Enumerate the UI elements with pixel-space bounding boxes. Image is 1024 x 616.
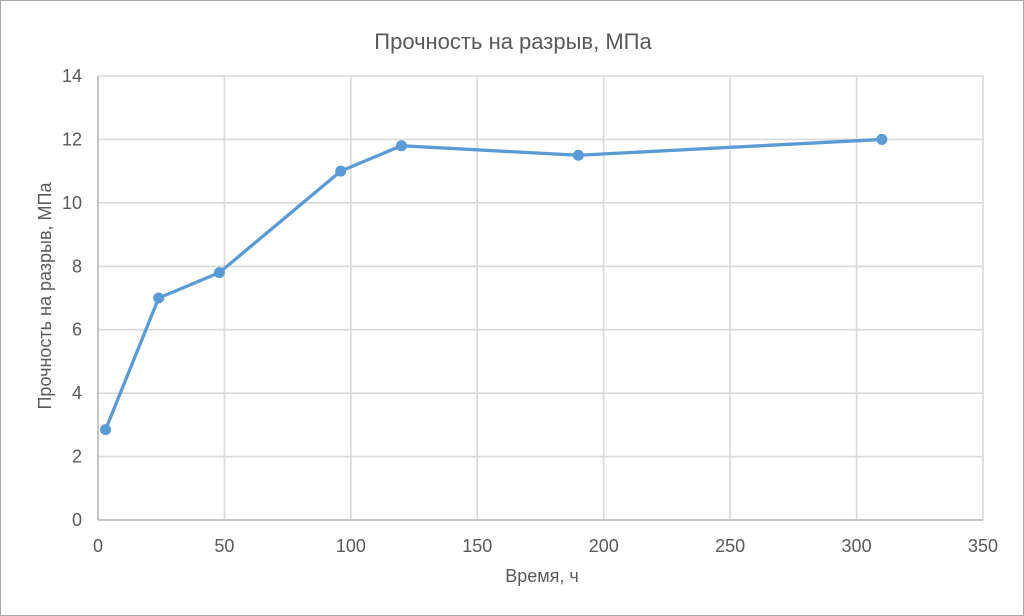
data-point-marker	[572, 149, 584, 161]
chart-title: Прочность на разрыв, МПа	[374, 29, 652, 54]
x-tick-label: 250	[715, 536, 745, 556]
y-axis-title: Прочность на разрыв, МПа	[35, 182, 55, 410]
x-tick-label: 300	[842, 536, 872, 556]
x-tick-label: 200	[589, 536, 619, 556]
y-tick-label: 6	[72, 320, 82, 340]
y-tick-label: 12	[62, 129, 82, 149]
y-tick-label: 8	[72, 256, 82, 276]
gridlines	[98, 75, 984, 520]
series-line	[103, 137, 884, 432]
x-tick-label: 50	[214, 536, 234, 556]
data-point-marker	[876, 133, 888, 145]
x-tick-labels: 0 50 100 150 200 250 300 350	[93, 536, 998, 556]
data-point-marker	[213, 267, 225, 279]
axes	[97, 76, 983, 521]
x-tick-label: 350	[968, 536, 998, 556]
data-point-marker	[153, 292, 165, 304]
data-point-marker	[100, 424, 112, 436]
y-tick-labels: 0 2 4 6 8 10 12 14	[62, 66, 82, 530]
y-tick-label: 14	[62, 66, 82, 86]
data-point-marker	[335, 165, 347, 177]
y-tick-label: 10	[62, 193, 82, 213]
data-series	[100, 133, 888, 436]
x-tick-label: 0	[93, 536, 103, 556]
x-tick-label: 150	[462, 536, 492, 556]
x-tick-label: 100	[336, 536, 366, 556]
x-axis-title: Время, ч	[505, 566, 579, 586]
data-point-marker	[395, 140, 407, 152]
y-tick-label: 4	[72, 383, 82, 403]
y-tick-label: 0	[72, 510, 82, 530]
y-tick-label: 2	[72, 447, 82, 467]
